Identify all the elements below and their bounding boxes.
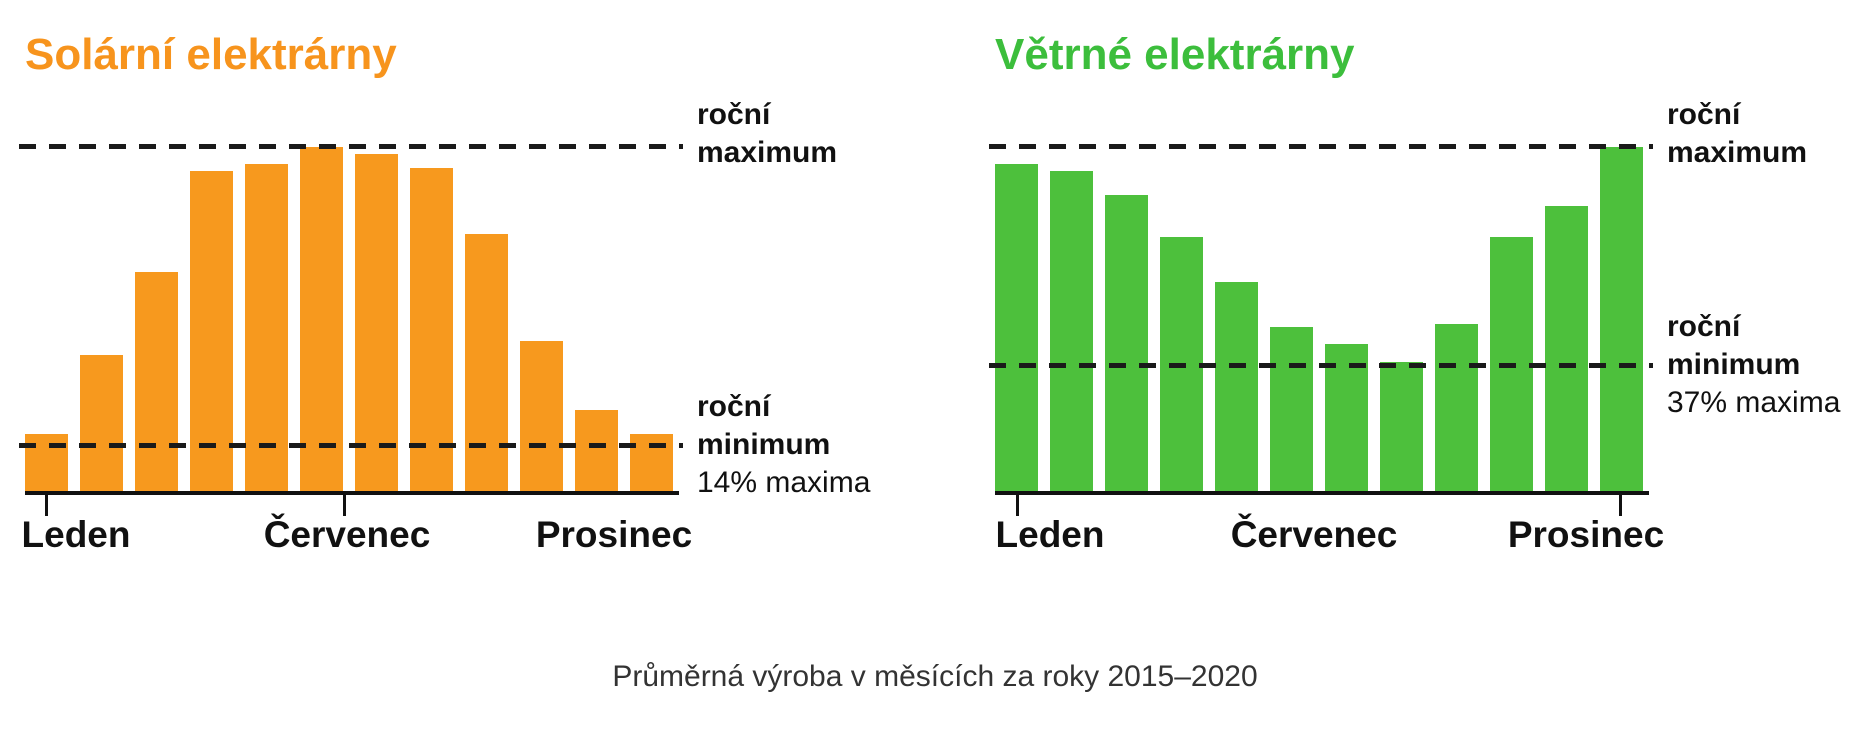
axis-tick-leden [45,495,48,516]
bar-month-2 [80,354,123,493]
bar-month-7 [355,153,398,493]
wind-plot-area [989,144,1653,493]
bar-month-9 [1435,323,1478,493]
annotation-percent: 14% maxima [697,466,871,499]
wind-chart: Větrné elektrárny Leden Červenec Prosine… [989,0,1870,740]
bar-month-3 [1105,195,1148,493]
bar-month-12 [1600,147,1643,493]
bar-month-4 [190,171,233,493]
annual-minimum-line [19,442,683,448]
bar-month-6 [300,147,343,493]
annotation-line: minimum [1667,348,1801,381]
x-axis [995,491,1649,495]
annotation-line: roční [697,390,771,423]
annotation-line: maximum [697,136,838,169]
bar-month-11 [575,410,618,493]
annual-maximum-annotation: roční maximum [697,96,837,172]
bar-month-5 [245,164,288,493]
annotation-line: roční [1667,98,1741,131]
solar-chart-title: Solární elektrárny [25,30,397,79]
bar-month-1 [995,164,1038,493]
bar-month-6 [1270,326,1313,493]
solar-chart: Solární elektrárny Leden Červenec Prosin… [19,0,905,740]
annual-minimum-annotation: roční minimum 14% maxima [697,388,870,502]
bar-month-9 [465,233,508,493]
month-label-prosinec: Prosinec [535,514,693,555]
wind-chart-title: Větrné elektrárny [995,30,1355,79]
annual-maximum-annotation: roční maximum [1667,96,1807,172]
annual-maximum-line [989,144,1653,149]
axis-tick-cervenec [343,495,346,516]
bar-month-7 [1325,344,1368,493]
axis-tick-leden [1016,495,1019,516]
annual-minimum-line [989,363,1653,368]
annotation-percent: 37% maxima [1667,386,1841,419]
bar-month-8 [1380,361,1423,493]
solar-plot-area [19,144,683,493]
figure-caption: Průměrná výroba v měsících za roky 2015–… [612,660,1258,693]
wind-bars [995,147,1647,493]
bar-month-11 [1545,205,1588,493]
bar-month-3 [135,271,178,493]
annotation-line: roční [697,98,771,131]
annotation-line: roční [1667,310,1741,343]
solar-bars [25,147,677,493]
bar-month-10 [520,340,563,493]
annotation-line: maximum [1667,136,1808,169]
annual-maximum-line [19,144,683,149]
month-label-prosinec: Prosinec [1507,514,1665,555]
month-label-leden: Leden [995,514,1105,555]
bar-month-5 [1215,281,1258,493]
month-label-cervenec: Červenec [1230,514,1398,555]
month-label-cervenec: Červenec [263,514,431,555]
axis-tick-prosinec [1619,495,1622,516]
bar-month-8 [410,167,453,493]
bar-month-2 [1050,171,1093,493]
x-axis [25,491,679,495]
annotation-line: minimum [697,428,831,461]
month-label-leden: Leden [21,514,131,555]
annual-minimum-annotation: roční minimum 37% maxima [1667,308,1840,422]
